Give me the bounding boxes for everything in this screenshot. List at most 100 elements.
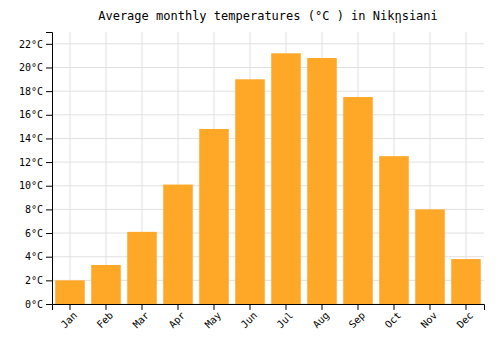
tick-mark [466,304,467,310]
bar [379,156,409,304]
grid-line [52,43,484,44]
tick-label: Jul [275,310,296,331]
grid-line [106,32,107,304]
tick: 6°C [25,228,52,239]
bar [307,58,337,304]
tick-label: 12°C [19,157,43,168]
tick: 10°C [19,180,52,191]
tick-label: 8°C [25,204,43,215]
grid [52,32,484,304]
tick-mark [250,304,251,310]
tick-mark [46,209,52,210]
tick: 4°C [25,251,52,262]
tick-label: 2°C [25,275,43,286]
grid-line [70,32,71,304]
tick: 8°C [25,204,52,215]
chart: 0°C 2°C 4°C 6°C 8°C 10°C 12°C 14°C 16°C 18°C 20°C 2… [0,0,500,350]
grid-line [52,162,484,163]
tick-mark [46,91,52,92]
tick-label: Aug [311,310,332,331]
tick-label: Oct [383,310,404,331]
tick: 0°C [25,299,52,310]
grid-line [52,185,484,186]
bar [163,185,193,304]
tick: Sep [347,304,368,330]
tick-mark [106,304,107,310]
tick: Jan [59,304,80,330]
bar [343,97,373,304]
tick-mark [46,67,52,68]
tick: 18°C [19,86,52,97]
title: Average monthly temperatures (°C ) in Ni… [98,9,438,23]
tick-label: Feb [95,310,116,331]
tick: 16°C [19,109,52,120]
tick-mark [46,280,52,281]
x-axis: Jan Feb Mar Apr May Jun Jul Aug Sep Oct Nov Dec [53,304,485,330]
bar [415,209,445,304]
tick-mark [46,115,52,116]
tick-mark [46,162,52,163]
tick-label: 22°C [19,39,43,50]
tick: Oct [383,304,404,330]
tick-mark [46,304,52,305]
tick: Nov [419,304,440,330]
grid-line [52,138,484,139]
tick: 14°C [19,133,52,144]
tick: Mar [131,304,152,330]
tick-label: Mar [131,310,152,331]
tick-label: Sep [347,310,368,331]
tick-label: 4°C [25,251,43,262]
tick: 2°C [25,275,52,286]
tick-label: 18°C [19,86,43,97]
grid-line [52,91,484,92]
tick-label: 10°C [19,180,43,191]
bars [55,53,481,304]
tick-label: 16°C [19,109,43,120]
tick: Dec [455,304,476,330]
plot: 0°C 2°C 4°C 6°C 8°C 10°C 12°C 14°C 16°C 18°C 20°C 2… [19,32,485,330]
bar [199,129,229,304]
axis-line [53,305,485,311]
tick-mark [322,304,323,310]
tick-mark [286,304,287,310]
tick-mark [430,304,431,310]
bar [451,259,481,304]
tick-label: Jun [239,310,260,331]
tick-label: Dec [455,310,476,331]
bar [235,79,265,304]
tick: Aug [311,304,332,330]
grid-line [52,67,484,68]
tick: May [203,304,224,330]
bar [127,232,157,304]
tick: 20°C [19,62,52,73]
tick-label: Jan [59,310,80,331]
tick-label: 14°C [19,133,43,144]
tick-mark [358,304,359,310]
y-axis: 0°C 2°C 4°C 6°C 8°C 10°C 12°C 14°C 16°C 18°C 20°C 2… [19,33,53,310]
tick-mark [46,44,52,45]
bar [271,53,301,304]
tick-label: 20°C [19,62,43,73]
tick-label: May [203,310,224,331]
tick: 12°C [19,157,52,168]
tick: 22°C [19,39,52,50]
tick-mark [394,304,395,310]
tick-mark [46,257,52,258]
tick: Jun [239,304,260,330]
tick: Jul [275,304,296,330]
tick-mark [178,304,179,310]
tick-mark [46,138,52,139]
tick-mark [70,304,71,310]
tick-mark [214,304,215,310]
tick-label: Nov [419,310,440,331]
axis-line [46,33,53,305]
tick-label: 6°C [25,228,43,239]
tick: Feb [95,304,116,330]
bar [91,265,121,304]
tick-mark [142,304,143,310]
tick-label: 0°C [25,299,43,310]
tick-mark [46,233,52,234]
bar [55,280,85,304]
tick-label: Apr [167,310,188,331]
tick-mark [46,186,52,187]
